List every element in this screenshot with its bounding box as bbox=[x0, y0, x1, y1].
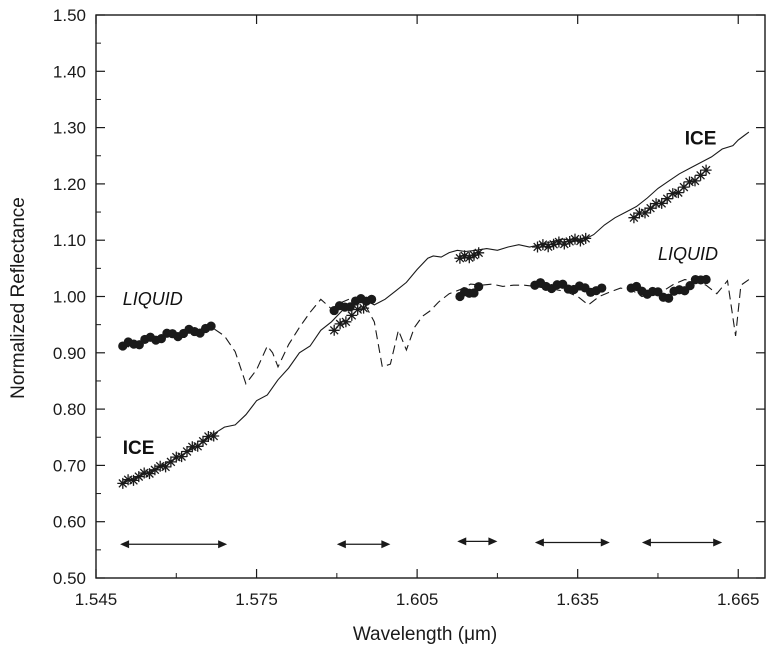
ice-star-marker bbox=[548, 238, 560, 250]
ice-star-marker bbox=[117, 477, 129, 489]
ice-star-marker bbox=[695, 169, 707, 181]
range-arrow-right-head bbox=[713, 538, 723, 547]
range-arrow-left-head bbox=[457, 537, 467, 546]
ice-star-marker bbox=[661, 193, 673, 205]
ice-star-marker bbox=[639, 207, 651, 219]
liquid-dot-marker bbox=[206, 321, 216, 331]
ice-star-marker bbox=[128, 474, 139, 486]
y-tick-label: 0.90 bbox=[53, 344, 86, 363]
liquid-dot-marker bbox=[597, 283, 607, 293]
range-arrow-right-head bbox=[600, 538, 610, 547]
ice-star-marker bbox=[689, 175, 701, 187]
ice-star-marker bbox=[678, 181, 690, 193]
y-tick-label: 0.80 bbox=[53, 400, 86, 419]
ice-star-marker bbox=[463, 252, 475, 264]
liquid-dot-marker bbox=[664, 293, 674, 303]
liquid-dot-marker bbox=[367, 294, 377, 304]
ice-star-marker bbox=[176, 451, 188, 463]
x-axis: 1.545 1.575 1.605 1.635 1.665 bbox=[75, 15, 760, 609]
ice-star-marker bbox=[340, 316, 352, 328]
liquid-dot-marker bbox=[474, 282, 484, 292]
annotation-ice: ICE bbox=[685, 128, 717, 149]
ice-star-marker bbox=[165, 456, 177, 468]
ice-star-marker bbox=[459, 250, 471, 262]
y-tick-label: 1.30 bbox=[53, 119, 86, 138]
y-axis-title: Normalized Reflectance bbox=[8, 197, 29, 399]
ice-star-marker bbox=[468, 249, 480, 261]
ice-star-marker bbox=[192, 440, 204, 452]
markers bbox=[117, 164, 712, 489]
x-tick-label: 1.665 bbox=[717, 590, 760, 609]
ice-star-marker bbox=[569, 233, 581, 245]
ice-star-marker bbox=[346, 309, 358, 321]
ice-star-marker bbox=[564, 236, 576, 247]
ice-star-marker bbox=[352, 304, 364, 315]
liquid-dot-marker bbox=[345, 302, 355, 312]
x-axis-title: Wavelength (μm) bbox=[353, 624, 497, 645]
range-arrow-left-head bbox=[641, 538, 651, 547]
ice-star-marker bbox=[154, 460, 166, 472]
series-line-liquid bbox=[120, 279, 750, 385]
ice-star-marker bbox=[149, 464, 161, 476]
ice-star-marker bbox=[532, 241, 543, 253]
ice-star-marker bbox=[580, 232, 592, 244]
ice-star-marker bbox=[537, 239, 549, 251]
ice-star-marker bbox=[574, 235, 586, 247]
series-line-ice bbox=[119, 131, 750, 485]
ice-star-marker bbox=[656, 197, 668, 209]
y-tick-label: 1.20 bbox=[53, 175, 86, 194]
y-tick-label: 1.10 bbox=[53, 231, 86, 250]
ice-star-marker bbox=[628, 212, 640, 224]
ice-star-marker bbox=[144, 468, 155, 480]
x-tick-label: 1.605 bbox=[396, 590, 439, 609]
ice-star-marker bbox=[160, 461, 172, 473]
range-arrow-left-head bbox=[336, 540, 346, 549]
range-arrow-right-head bbox=[488, 537, 498, 546]
ice-star-marker bbox=[667, 188, 679, 200]
annotation-liquid: LIQUID bbox=[658, 244, 718, 264]
annotations: LIQUID ICE ICE LIQUID bbox=[123, 128, 718, 459]
y-tick-label: 0.60 bbox=[53, 513, 86, 532]
range-arrow-right-head bbox=[218, 540, 228, 549]
y-tick-label: 1.00 bbox=[53, 288, 86, 307]
range-arrow-left-head bbox=[120, 540, 130, 549]
ice-star-marker bbox=[208, 430, 220, 442]
liquid-dot-marker bbox=[685, 281, 695, 291]
liquid-dot-marker bbox=[701, 274, 711, 285]
y-tick-label: 0.70 bbox=[53, 456, 86, 475]
ice-star-marker bbox=[645, 202, 656, 214]
x-tick-label: 1.635 bbox=[556, 590, 599, 609]
ice-star-marker bbox=[334, 318, 346, 330]
liquid-dot-marker bbox=[469, 288, 479, 298]
series-lines bbox=[119, 131, 750, 485]
annotation-liquid: LIQUID bbox=[123, 289, 183, 309]
ice-star-marker bbox=[358, 302, 370, 314]
ice-star-marker bbox=[672, 187, 684, 199]
range-arrow-left-head bbox=[534, 538, 544, 547]
x-tick-label: 1.545 bbox=[75, 590, 118, 609]
ice-star-marker bbox=[542, 241, 554, 253]
ice-star-marker bbox=[181, 446, 193, 457]
ice-star-marker bbox=[684, 176, 695, 188]
ice-star-marker bbox=[633, 207, 645, 219]
ice-star-marker bbox=[197, 435, 209, 447]
range-arrows bbox=[120, 537, 723, 549]
y-axis: 0.50 0.60 0.70 0.80 0.90 1.00 1.10 1.20 1.30 1.40… bbox=[53, 6, 765, 588]
ice-star-marker bbox=[473, 247, 485, 259]
ice-star-marker bbox=[558, 238, 570, 250]
range-arrow-right-head bbox=[381, 540, 391, 549]
ice-star-marker bbox=[133, 471, 145, 483]
ice-star-marker bbox=[650, 198, 662, 210]
ice-star-marker bbox=[122, 474, 134, 486]
y-tick-label: 1.50 bbox=[53, 6, 86, 25]
y-tick-label: 0.50 bbox=[53, 569, 86, 588]
ice-star-marker bbox=[700, 164, 712, 176]
annotation-ice: ICE bbox=[123, 438, 155, 459]
x-tick-label: 1.575 bbox=[235, 590, 278, 609]
ice-star-marker bbox=[553, 236, 565, 248]
ice-star-marker bbox=[328, 324, 340, 336]
y-tick-label: 1.40 bbox=[53, 62, 86, 81]
ice-star-marker bbox=[454, 252, 466, 264]
